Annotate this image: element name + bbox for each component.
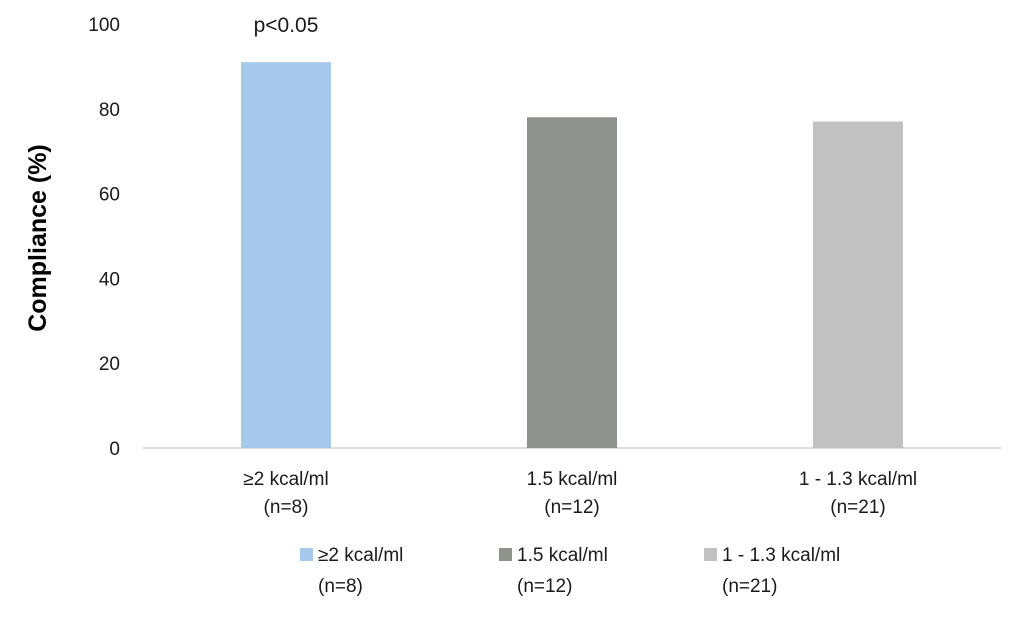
legend-label: 1 - 1.3 kcal/ml (722, 545, 840, 566)
legend-item: 1 - 1.3 kcal/ml (n=21) (704, 545, 840, 597)
legend-label: (n=12) (517, 576, 572, 597)
legend-label: 1.5 kcal/ml (517, 545, 608, 566)
x-axis-categories: ≥2 kcal/ml (n=8) 1.5 kcal/ml (n=12) 1 - 1.3 … (243, 469, 917, 518)
legend-swatch (499, 548, 512, 561)
legend-swatch (704, 548, 717, 561)
y-tick-label: 100 (88, 15, 120, 36)
x-tick-label: 1 - 1.3 kcal/ml (799, 469, 917, 490)
x-tick-label: ≥2 kcal/ml (243, 469, 328, 490)
x-tick-label: (n=8) (264, 497, 309, 518)
x-tick-label: 1.5 kcal/ml (527, 469, 618, 490)
legend-item: 1.5 kcal/ml (n=12) (499, 545, 608, 597)
x-tick-label: (n=12) (544, 497, 599, 518)
bars-group (241, 62, 903, 449)
y-tick-label: 20 (99, 354, 120, 375)
legend-label: (n=8) (318, 576, 363, 597)
legend-item: ≥2 kcal/ml (n=8) (300, 545, 403, 597)
significance-annotation: p<0.05 (254, 14, 319, 37)
bar (241, 62, 331, 448)
bar (527, 117, 617, 448)
y-tick-label: 60 (99, 185, 120, 206)
y-tick-label: 0 (109, 439, 120, 460)
legend-swatch (300, 548, 313, 561)
legend: ≥2 kcal/ml (n=8) 1.5 kcal/ml (n=12) 1 - 1.3 … (300, 545, 840, 597)
y-axis: 0 20 40 60 80 100 (88, 15, 120, 460)
y-axis-label: Compliance (%) (24, 144, 52, 332)
bar (813, 121, 903, 449)
y-tick-label: 80 (99, 100, 120, 121)
x-tick-label: (n=21) (830, 497, 885, 518)
legend-label: (n=21) (722, 576, 777, 597)
y-tick-label: 40 (99, 269, 120, 290)
legend-label: ≥2 kcal/ml (318, 545, 403, 566)
